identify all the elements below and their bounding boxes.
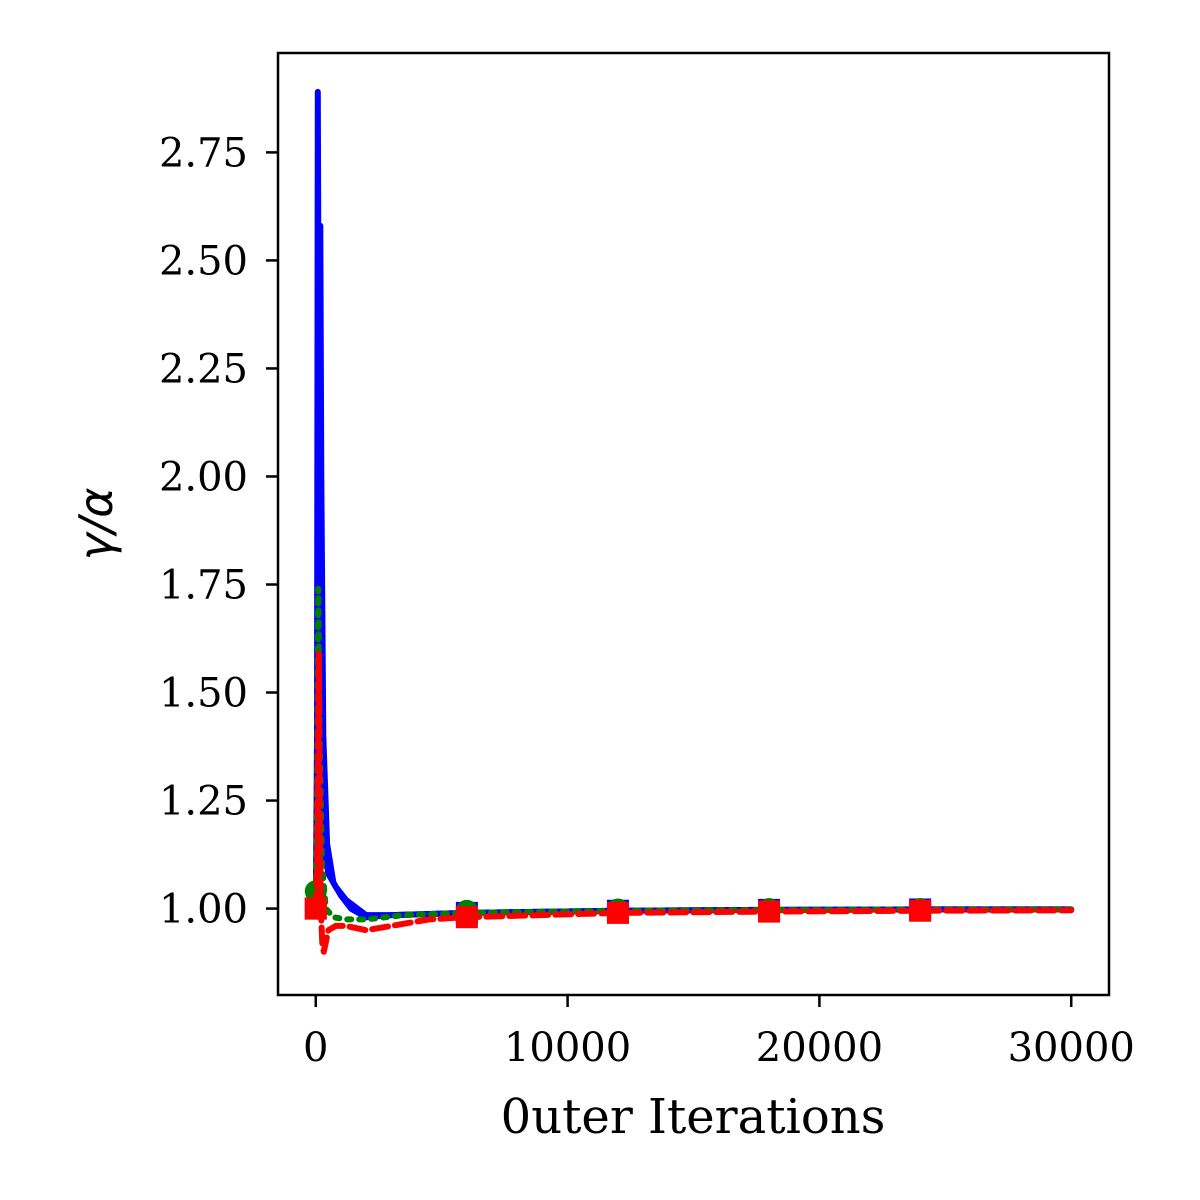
y-tick-label: 1.75	[159, 562, 248, 608]
series-3-marker	[304, 897, 327, 920]
y-tick-label: 1.25	[159, 779, 248, 825]
y-axis-label: γ/α	[69, 487, 123, 560]
series-3-marker	[758, 900, 781, 923]
series-3-marker	[455, 906, 478, 929]
x-tick-label: 0	[303, 1025, 328, 1071]
y-tick-label: 2.75	[159, 130, 248, 176]
y-tick-label: 1.50	[159, 671, 248, 717]
axes-frame	[276, 51, 1111, 997]
series-line-0	[312, 88, 1075, 919]
y-axis-ticks: 1.00 1.25 1.50 1.75 2.00 2.25 2.50 2.75	[159, 130, 278, 933]
series-line-1	[312, 222, 1075, 921]
series-line-3	[312, 650, 1075, 955]
y-tick-label: 1.00	[159, 887, 248, 933]
series-line-2	[312, 585, 1075, 923]
x-axis-ticks: 0 10000 20000 30000	[303, 995, 1135, 1071]
x-axis-label: 0uter Iterations	[501, 1089, 886, 1145]
x-tick-label: 20000	[756, 1025, 883, 1071]
x-tick-label: 30000	[1008, 1025, 1135, 1071]
series-3-marker	[909, 899, 932, 922]
y-tick-label: 2.25	[159, 346, 248, 392]
series-3-marker	[606, 901, 629, 924]
plot-layer	[304, 88, 1075, 955]
y-tick-label: 2.50	[159, 238, 248, 284]
y-tick-label: 2.00	[159, 454, 248, 500]
x-tick-label: 10000	[504, 1025, 631, 1071]
